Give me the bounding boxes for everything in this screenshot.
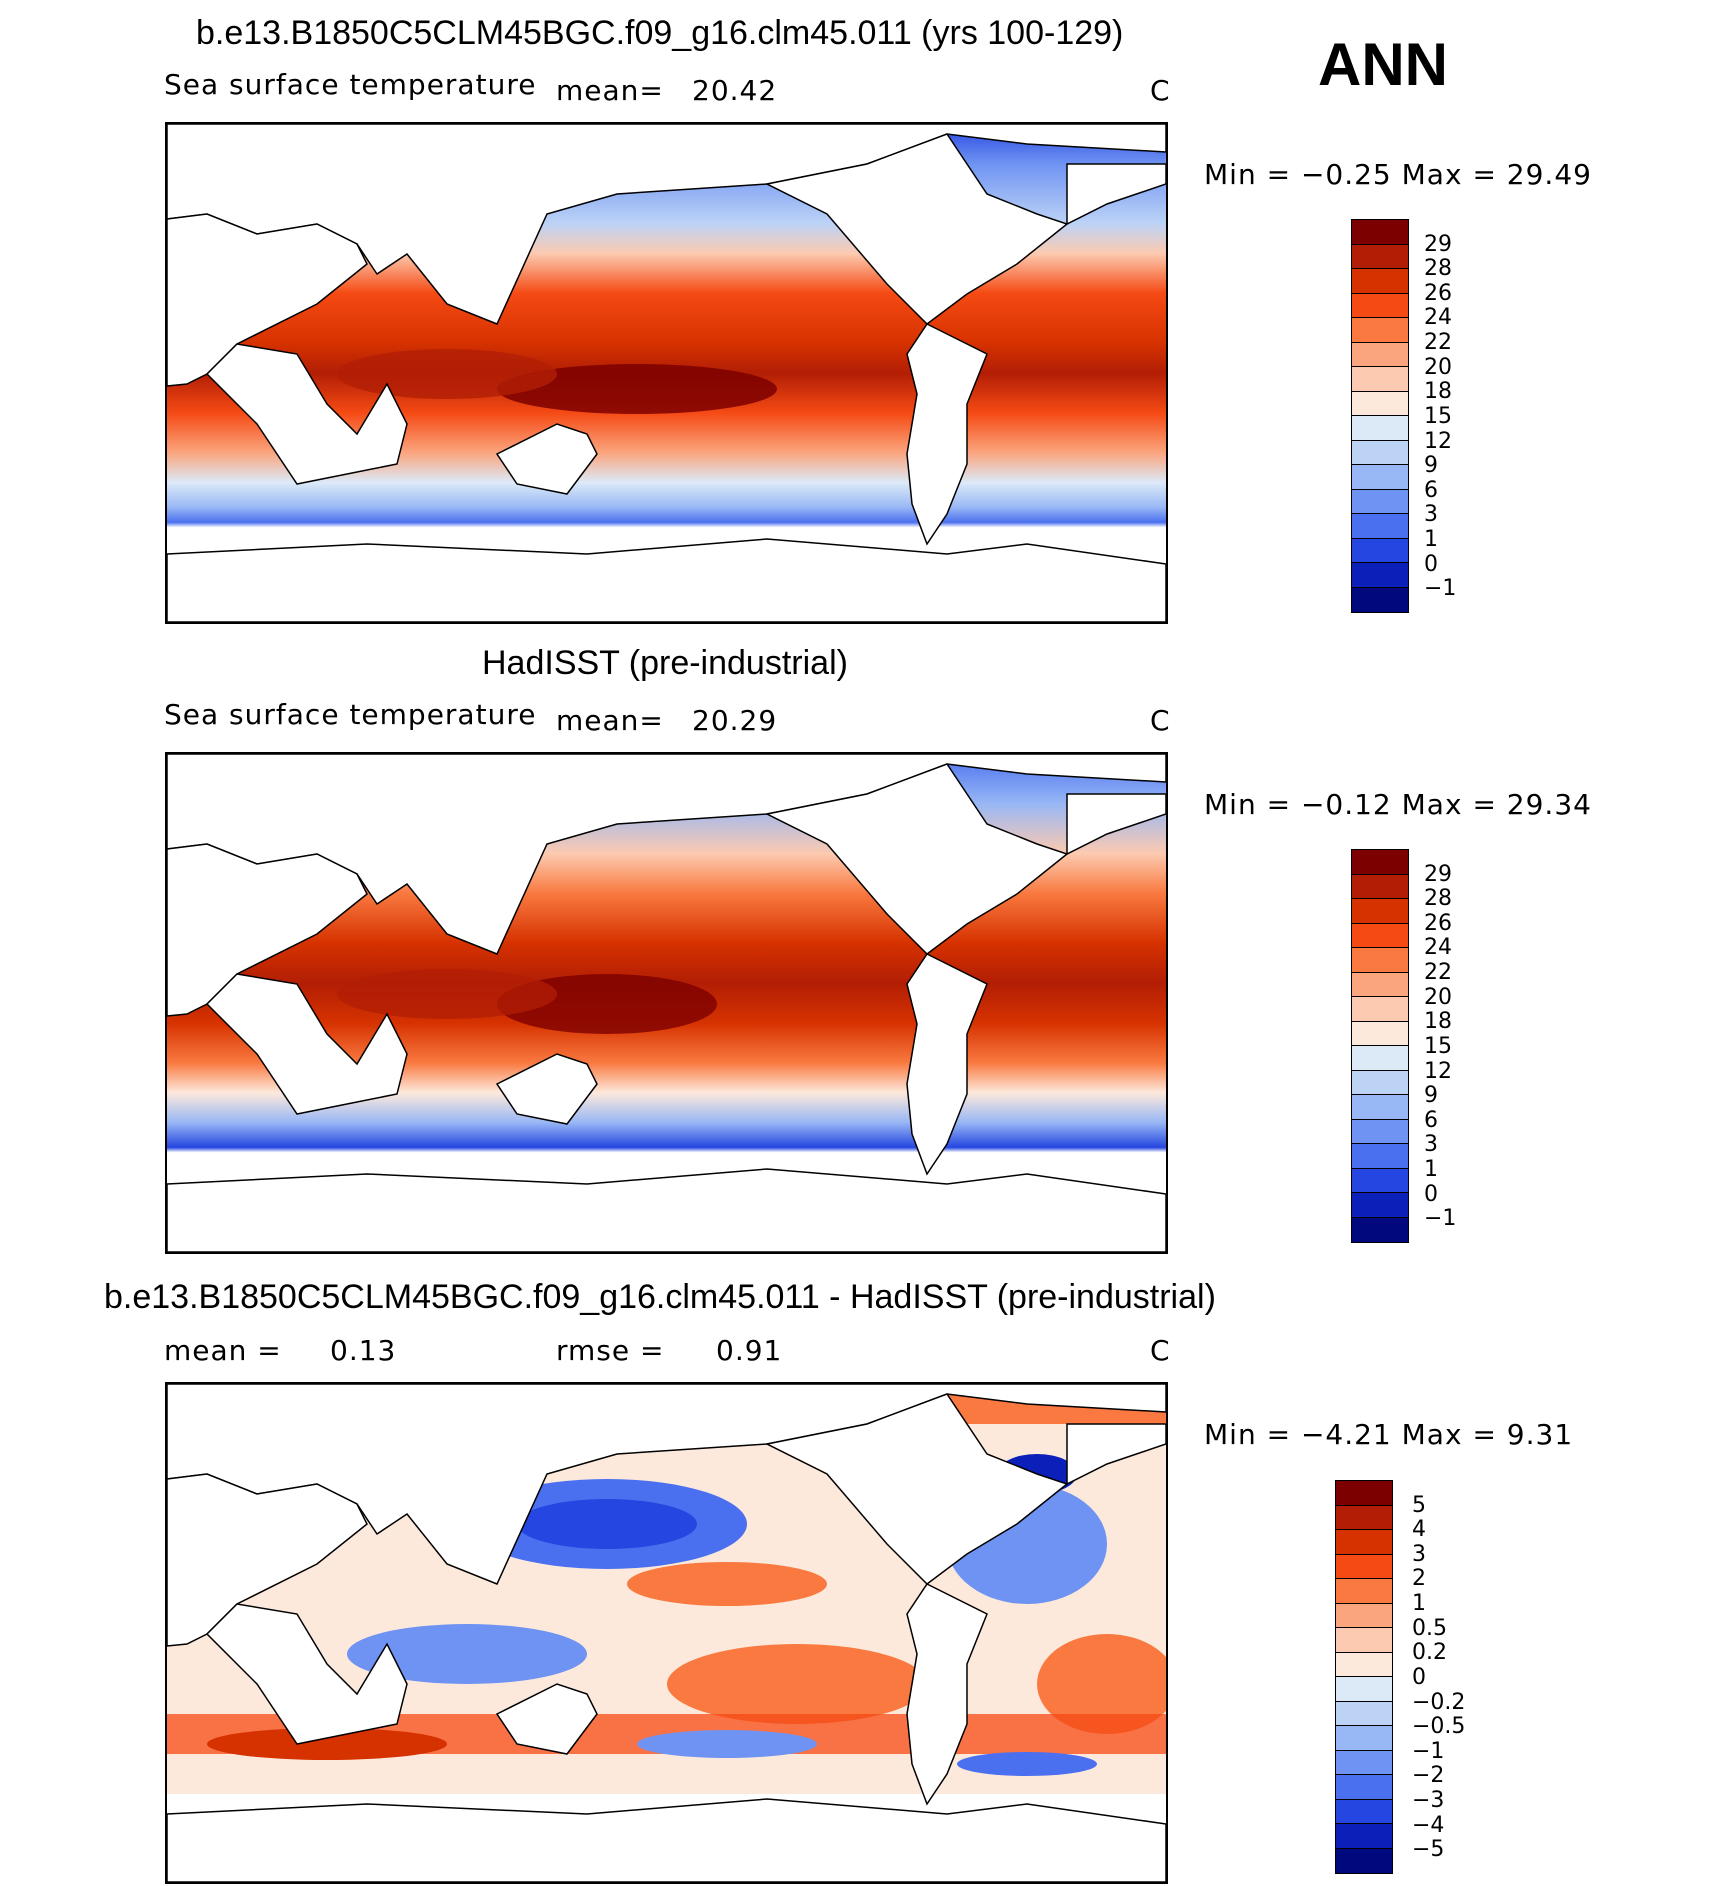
colorbar-tick: 3	[1412, 1542, 1426, 1567]
panel1-mean-label: mean=	[556, 74, 664, 107]
panel1-variable: Sea surface temperature	[164, 68, 537, 101]
colorbar-tick: 20	[1424, 355, 1452, 380]
colorbar-tick: −1	[1412, 1739, 1445, 1764]
panel2-map-svg	[167, 754, 1166, 1252]
panel2-minmax: Min = −0.12 Max = 29.34	[1204, 788, 1592, 821]
panel3-rmse-value: 0.91	[716, 1334, 783, 1367]
panel3-colorbar	[1335, 1480, 1393, 1874]
panel3-mean-value: 0.13	[330, 1334, 397, 1367]
colorbar-tick: 26	[1424, 281, 1452, 306]
colorbar-tick: 1	[1412, 1591, 1426, 1616]
panel2-title: HadISST (pre-industrial)	[482, 644, 848, 682]
panel3-map	[165, 1382, 1168, 1884]
colorbar-tick: 12	[1424, 429, 1452, 454]
colorbar-tick: 26	[1424, 911, 1452, 936]
colorbar-tick: 0	[1424, 1182, 1438, 1207]
panel2-units: C	[1150, 704, 1171, 737]
colorbar-tick: −5	[1412, 1837, 1445, 1862]
panel2-map	[165, 752, 1168, 1254]
colorbar-tick: −1	[1424, 576, 1457, 601]
colorbar-tick: 22	[1424, 330, 1452, 355]
colorbar-tick: 24	[1424, 935, 1452, 960]
season-label: ANN	[1318, 31, 1448, 98]
colorbar-tick: 18	[1424, 1009, 1452, 1034]
colorbar-tick: 22	[1424, 960, 1452, 985]
panel2-variable: Sea surface temperature	[164, 698, 537, 731]
colorbar-tick: −2	[1412, 1763, 1445, 1788]
colorbar-tick: 18	[1424, 379, 1452, 404]
colorbar-tick: 0	[1424, 552, 1438, 577]
colorbar-tick: 3	[1424, 502, 1438, 527]
panel3-mean-label: mean =	[164, 1334, 282, 1367]
colorbar-tick: 0	[1412, 1665, 1426, 1690]
panel1-mean-value: 20.42	[692, 74, 778, 107]
colorbar-tick: 0.5	[1412, 1616, 1447, 1641]
panel1-map-svg	[167, 124, 1166, 622]
colorbar-tick: −3	[1412, 1788, 1445, 1813]
panel3-rmse-label: rmse =	[556, 1334, 665, 1367]
panel2-mean-label: mean=	[556, 704, 664, 737]
colorbar-tick: 9	[1424, 1083, 1438, 1108]
colorbar-tick: 3	[1424, 1132, 1438, 1157]
colorbar-tick: 28	[1424, 256, 1452, 281]
panel1-colorbar	[1351, 219, 1409, 613]
colorbar-tick: 4	[1412, 1517, 1426, 1542]
colorbar-tick: 6	[1424, 1108, 1438, 1133]
colorbar-tick: 0.2	[1412, 1640, 1447, 1665]
colorbar-tick: 29	[1424, 862, 1452, 887]
panel3-map-svg	[167, 1384, 1166, 1882]
colorbar-tick: 1	[1424, 527, 1438, 552]
colorbar-tick: 15	[1424, 404, 1452, 429]
panel1-units: C	[1150, 74, 1171, 107]
colorbar-tick: 9	[1424, 453, 1438, 478]
colorbar-tick: 6	[1424, 478, 1438, 503]
colorbar-tick: −0.2	[1412, 1690, 1466, 1715]
colorbar-tick: 2	[1412, 1566, 1426, 1591]
colorbar-tick: 28	[1424, 886, 1452, 911]
panel3-minmax: Min = −4.21 Max = 9.31	[1204, 1418, 1574, 1451]
colorbar-tick: 29	[1424, 232, 1452, 257]
colorbar-tick: 15	[1424, 1034, 1452, 1059]
colorbar-tick: 1	[1424, 1157, 1438, 1182]
colorbar-tick: 5	[1412, 1493, 1426, 1518]
panel3-title: b.e13.B1850C5CLM45BGC.f09_g16.clm45.011 …	[104, 1278, 1216, 1316]
colorbar-tick: −1	[1424, 1206, 1457, 1231]
colorbar-tick: −4	[1412, 1813, 1445, 1838]
panel1-map	[165, 122, 1168, 624]
panel2-colorbar	[1351, 849, 1409, 1243]
panel2-mean-value: 20.29	[692, 704, 778, 737]
colorbar-tick: 12	[1424, 1059, 1452, 1084]
colorbar-tick: 24	[1424, 305, 1452, 330]
colorbar-tick: 20	[1424, 985, 1452, 1010]
colorbar-tick: −0.5	[1412, 1714, 1466, 1739]
panel3-units: C	[1150, 1334, 1171, 1367]
panel1-title: b.e13.B1850C5CLM45BGC.f09_g16.clm45.011 …	[196, 14, 1124, 52]
panel1-minmax: Min = −0.25 Max = 29.49	[1204, 158, 1592, 191]
